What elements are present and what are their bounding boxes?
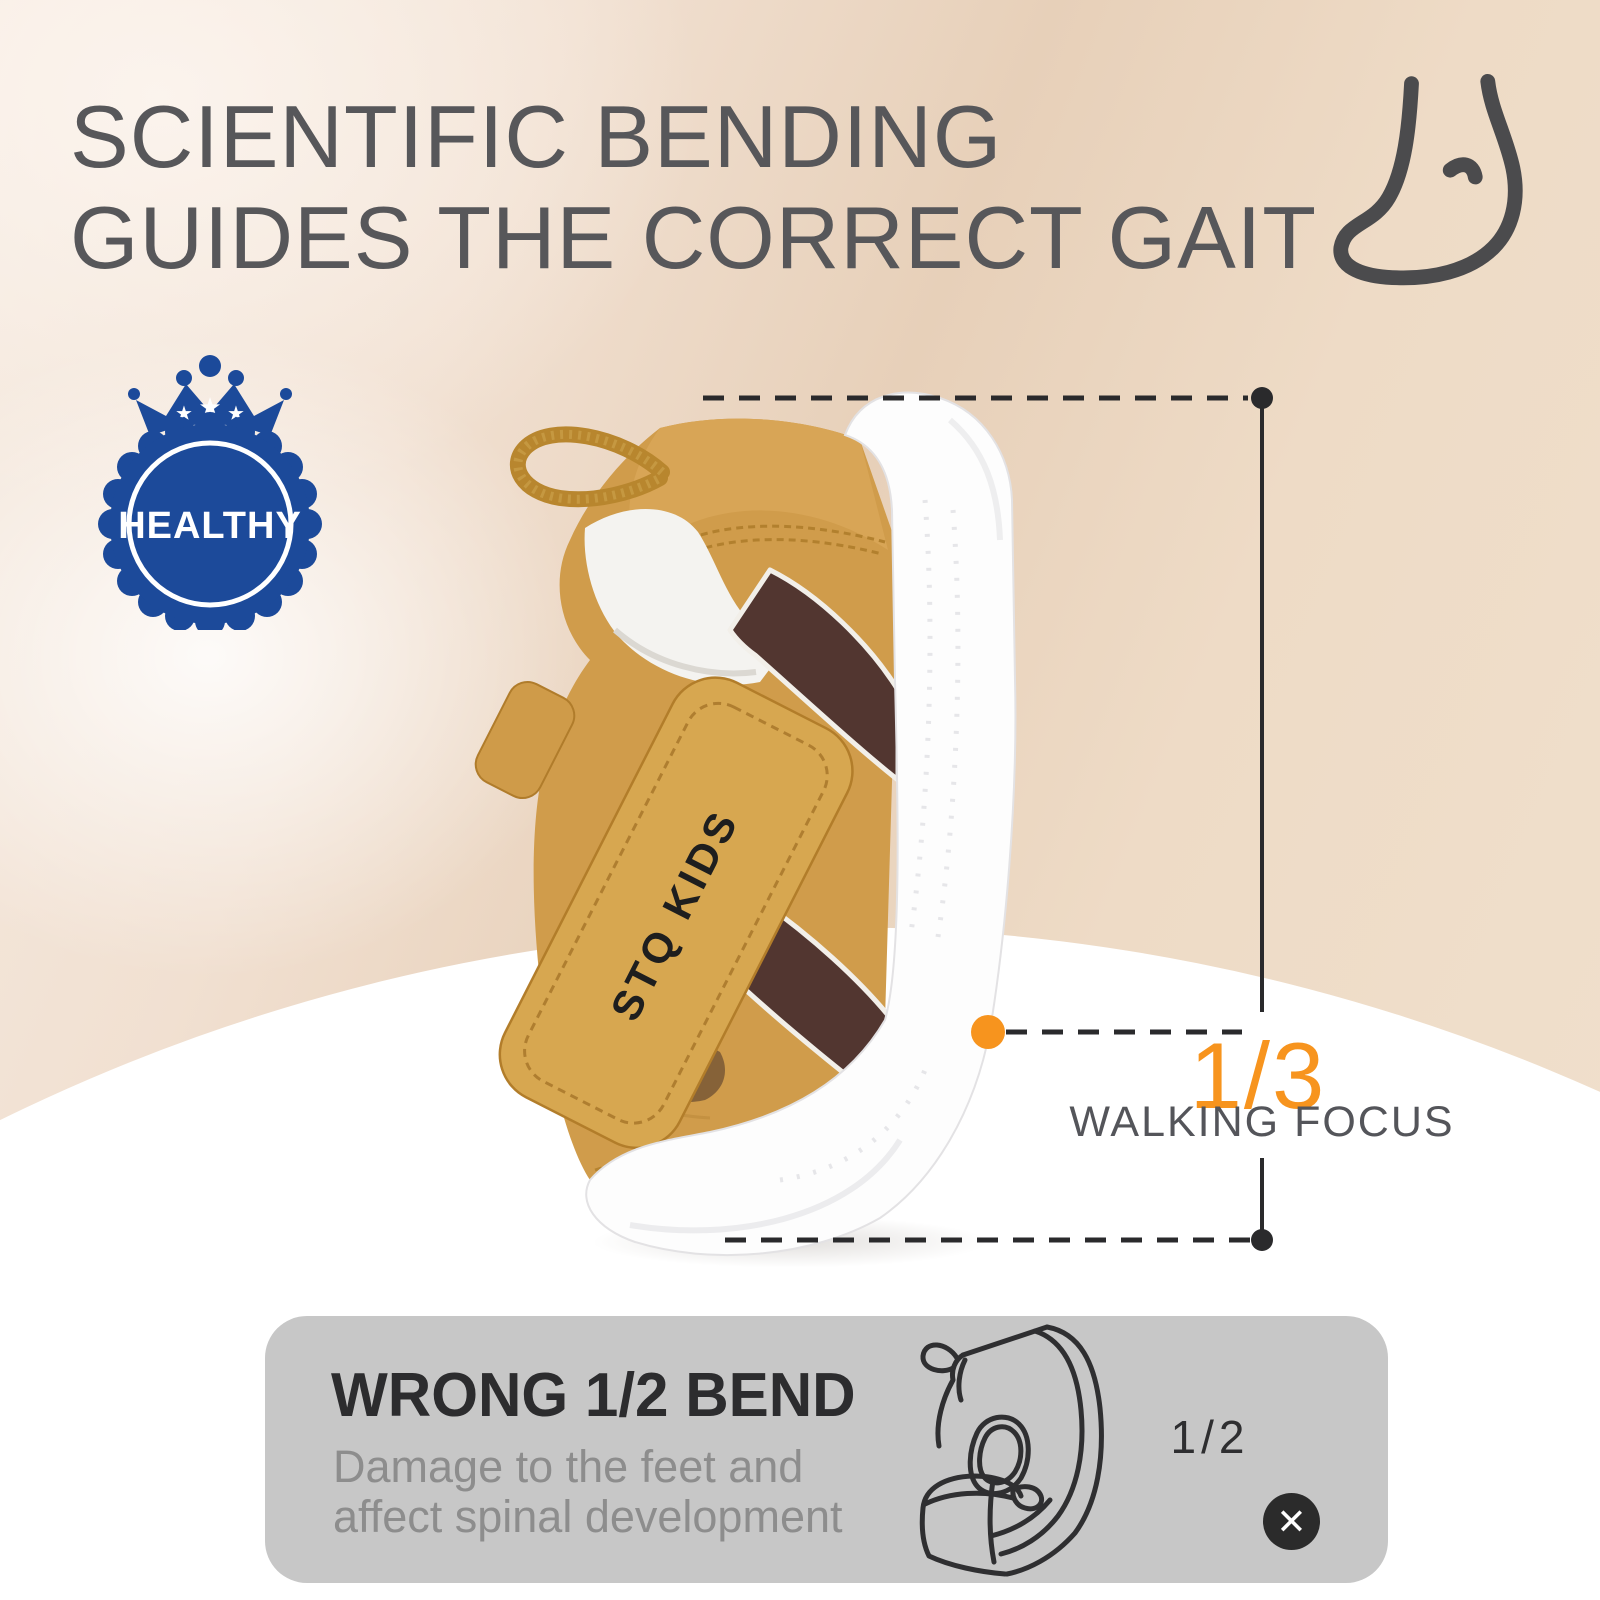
badge-label: HEALTHY xyxy=(118,505,302,547)
measure-end-dot xyxy=(1251,387,1273,409)
wrong-shoe-strap-inner xyxy=(977,1424,1024,1486)
wrong-shoe-loop xyxy=(920,1342,960,1374)
sole-contour xyxy=(629,1138,903,1234)
title-line-1: SCIENTIFIC BENDING xyxy=(70,87,1003,186)
x-circle-icon: ✕ xyxy=(1263,1493,1320,1550)
badge-ring xyxy=(126,440,294,608)
healthy-badge: ★ ★ ★ HEALTHY xyxy=(98,355,322,630)
wrong-shoe-diagram xyxy=(919,1324,1104,1577)
wrong-shoe-strap-outer xyxy=(967,1414,1031,1496)
warning-title: WRONG 1/2 BEND xyxy=(331,1361,856,1430)
wrong-measure-label: 1/2 xyxy=(1170,1411,1250,1463)
foot-icon xyxy=(1333,73,1523,286)
velcro-strap: STQ KIDS xyxy=(498,676,854,1150)
wrong-shoe-toe-rim xyxy=(922,1490,1016,1507)
side-flap xyxy=(474,681,576,799)
x-symbol: ✕ xyxy=(1276,1500,1307,1542)
measurement-label: WALKING FOCUS xyxy=(1069,1098,1455,1146)
sole-contour xyxy=(948,417,1003,541)
heel-stitching xyxy=(651,538,883,576)
warning-description: Damage to the feet and affect spinal dev… xyxy=(333,1442,843,1542)
measurement-value: 1/3 xyxy=(1189,1023,1327,1128)
heel-loop-stitch xyxy=(513,429,665,504)
lining-shade xyxy=(613,627,757,677)
product-shoe-photo: STQ KIDS xyxy=(474,391,1017,1257)
warning-description-line-1: Damage to the feet and xyxy=(333,1441,804,1492)
wrong-shoe-heel-line xyxy=(956,1357,968,1403)
wrong-shoe-toe-seam xyxy=(987,1477,997,1565)
wrong-shoe-heel-edge xyxy=(935,1352,966,1449)
measure-end-dot xyxy=(1251,1229,1273,1251)
badge-circle xyxy=(110,424,310,624)
wrong-shoe-toe-block xyxy=(919,1473,1024,1577)
warning-panel: WRONG 1/2 BEND Damage to the feet and af… xyxy=(265,1316,1388,1583)
heel-stitching xyxy=(646,524,886,564)
ankle-mark xyxy=(1442,157,1483,185)
title-line-2: GUIDES THE CORRECT GAIT xyxy=(70,188,1318,287)
warning-description-line-2: affect spinal development xyxy=(333,1491,843,1542)
stripe-upper xyxy=(727,567,901,783)
page-title: SCIENTIFIC BENDING GUIDES THE CORRECT GA… xyxy=(70,86,1317,288)
wrong-shoe-sole-inner xyxy=(998,1328,1085,1557)
shoe-heel-leather xyxy=(629,418,888,565)
orange-dot-marker xyxy=(971,1015,1005,1049)
shoe-sole xyxy=(585,391,1017,1257)
wrong-shoe-hook xyxy=(1010,1484,1045,1512)
foot-outline xyxy=(1333,73,1523,286)
wrong-shoe-sole-line xyxy=(988,1497,1053,1539)
wrong-shoe-sole-outer xyxy=(1004,1324,1104,1577)
